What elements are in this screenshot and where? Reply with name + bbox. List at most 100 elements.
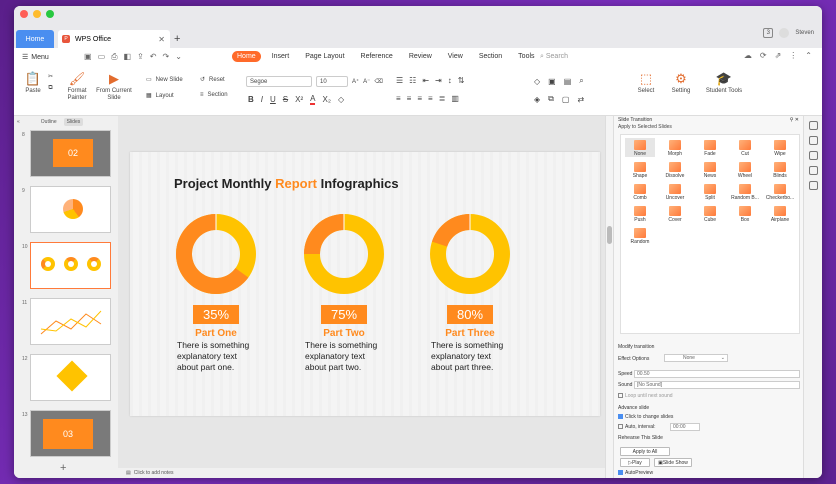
shapes-icon[interactable]: ◇: [534, 76, 541, 86]
slide-thumbnail-9[interactable]: [30, 186, 111, 233]
indent-right-icon[interactable]: ⇥: [435, 76, 442, 85]
numbering-icon[interactable]: ☷: [409, 76, 417, 85]
zoom-window-button[interactable]: [46, 10, 54, 18]
transition-none[interactable]: None: [625, 138, 655, 157]
play-button[interactable]: ▷ Play: [620, 458, 650, 467]
transition-cut[interactable]: Cut: [730, 138, 760, 157]
collapse-icon[interactable]: ⌃: [805, 51, 812, 60]
slide-thumbnail-13[interactable]: 03: [30, 410, 111, 457]
paste-button[interactable]: 📋 Paste: [22, 71, 44, 95]
rehearse-label[interactable]: Rehearse This Slide: [618, 435, 663, 441]
superscript-icon[interactable]: X²: [295, 95, 304, 104]
transition-blinds[interactable]: Blinds: [765, 160, 795, 179]
transition-icon[interactable]: [808, 151, 818, 160]
tab-tools[interactable]: Tools: [518, 53, 535, 60]
transition-fade[interactable]: Fade: [695, 138, 725, 157]
bold-icon[interactable]: B: [248, 95, 254, 104]
apply-to-all-button[interactable]: Apply to All: [620, 447, 670, 456]
clear-format-icon[interactable]: ⌫: [374, 79, 383, 85]
history-icon[interactable]: ⟳: [759, 51, 767, 60]
transition-uncover[interactable]: Uncover: [660, 182, 690, 201]
on-click-checkbox[interactable]: Click to change slides: [618, 414, 673, 420]
picture-icon[interactable]: ▣: [548, 76, 556, 86]
transition-split[interactable]: Split: [695, 182, 725, 201]
tab-home[interactable]: Home: [16, 30, 54, 48]
transition-cover[interactable]: Cover: [660, 204, 690, 223]
align-right-icon[interactable]: ≡: [417, 94, 423, 103]
transition-cube[interactable]: Cube: [695, 204, 725, 223]
bullets-icon[interactable]: ☰: [396, 76, 404, 85]
new-slide-button[interactable]: ▭ New Slide: [146, 76, 183, 84]
collapse-panel-icon[interactable]: «: [17, 119, 20, 125]
font-color-icon[interactable]: A: [310, 94, 316, 105]
redo-icon[interactable]: ↷: [162, 52, 170, 61]
indent-left-icon[interactable]: ⇤: [422, 76, 430, 85]
justify-icon[interactable]: ≡: [428, 94, 433, 103]
setting-button[interactable]: ⚙ Setting: [668, 71, 694, 95]
share-icon[interactable]: ⇗: [774, 51, 782, 60]
underline-icon[interactable]: U: [270, 95, 276, 104]
sound-select[interactable]: [No Sound]: [634, 381, 800, 389]
slide-show-button[interactable]: ▣ Slide Show: [654, 458, 692, 467]
preview-icon[interactable]: ◧: [123, 52, 132, 61]
auto-checkbox[interactable]: Auto, interval:: [618, 424, 656, 430]
transition-wheel[interactable]: Wheel: [730, 160, 760, 179]
grow-font-icon[interactable]: A⁺: [352, 79, 360, 85]
transition-airplane[interactable]: Airplane: [765, 204, 795, 223]
align-left-icon[interactable]: ≡: [396, 94, 401, 103]
new-tab-button[interactable]: +: [174, 33, 181, 45]
history-icon[interactable]: [808, 166, 818, 175]
pin-icon[interactable]: ⚲: [789, 117, 794, 123]
loop-checkbox[interactable]: Loop until next sound: [618, 393, 673, 399]
transition-checkerbo[interactable]: Checkerbo...: [765, 182, 795, 201]
select-button[interactable]: ⬚ Select: [634, 71, 658, 95]
avatar[interactable]: [779, 28, 790, 38]
transition-dissolve[interactable]: Dissolve: [660, 160, 690, 179]
tab-home-ribbon[interactable]: Home: [232, 51, 261, 62]
transition-box[interactable]: Box: [730, 204, 760, 223]
user-name[interactable]: Steven: [795, 30, 814, 36]
line-spacing-icon[interactable]: ↕: [447, 76, 452, 85]
part-two-block[interactable]: 75% Part Two There is something explanat…: [294, 212, 394, 373]
text-direction-icon[interactable]: ⇅: [457, 76, 465, 85]
scrollbar-thumb[interactable]: [607, 226, 612, 244]
layout-button[interactable]: ▦ Layout: [146, 92, 174, 100]
font-name-select[interactable]: Segoe: [246, 76, 312, 87]
main-menu-button[interactable]: ☰ Menu: [22, 53, 49, 62]
autopreview-checkbox[interactable]: AutoPreview: [618, 470, 653, 476]
part-one-block[interactable]: 35% Part One There is something explanat…: [166, 212, 266, 373]
close-icon[interactable]: ✕: [794, 117, 799, 123]
undo-icon[interactable]: ↶: [149, 52, 157, 61]
textbox-icon[interactable]: ▤: [563, 76, 572, 86]
minimize-window-button[interactable]: [33, 10, 41, 18]
transition-shape[interactable]: Shape: [625, 160, 655, 179]
arrange-icon[interactable]: ⧉: [548, 94, 554, 103]
student-tools-button[interactable]: 🎓 Student Tools: [704, 71, 744, 95]
cloud-icon[interactable]: ☁: [743, 51, 752, 60]
subscript-icon[interactable]: X₂: [322, 95, 331, 104]
section-button[interactable]: ≡ Section: [200, 92, 228, 98]
slide-thumbnail-10[interactable]: [30, 242, 111, 289]
outline-icon[interactable]: ▢: [561, 94, 570, 104]
strikethrough-icon[interactable]: S: [282, 95, 289, 104]
tab-insert[interactable]: Insert: [271, 53, 290, 60]
tab-section[interactable]: Section: [478, 53, 503, 60]
dropdown-icon[interactable]: ⌄: [175, 52, 182, 61]
font-size-select[interactable]: 10: [316, 76, 348, 87]
close-icon[interactable]: ✕: [158, 34, 165, 44]
canvas-scrollbar[interactable]: [605, 116, 613, 478]
folder-icon[interactable]: ▭: [97, 52, 106, 61]
notes-bar[interactable]: ▤ Click to add notes: [118, 468, 605, 478]
tab-slides[interactable]: Slides: [63, 118, 84, 126]
format-painter-button[interactable]: 🖌 Format Painter: [64, 71, 90, 102]
slide-thumbnail-11[interactable]: [30, 298, 111, 345]
from-current-slide-button[interactable]: ▶ From Current Slide: [94, 71, 134, 102]
transition-random[interactable]: Random: [625, 226, 655, 245]
copy-icon[interactable]: ⧉: [48, 85, 53, 91]
more-icon[interactable]: ⋮: [789, 51, 798, 60]
slide-title[interactable]: Project Monthly Report Infographics: [174, 176, 399, 191]
current-slide[interactable]: Project Monthly Report Infographics 35% …: [130, 152, 600, 416]
transition-random-b[interactable]: Random B...: [730, 182, 760, 201]
speed-input[interactable]: 00.50: [634, 370, 800, 378]
find-icon[interactable]: ⌕: [579, 76, 584, 85]
